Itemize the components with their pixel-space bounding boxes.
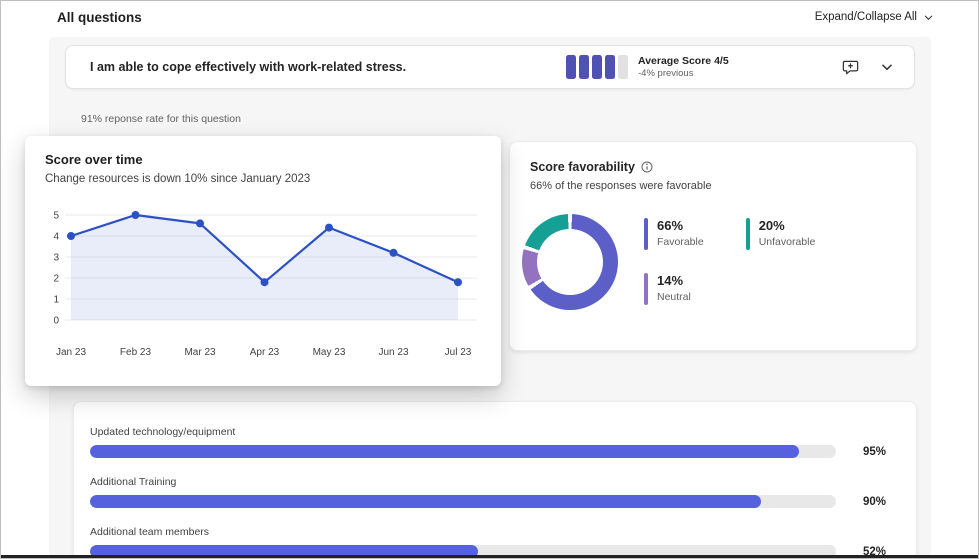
svg-text:4: 4 xyxy=(53,232,59,243)
score-over-time-card: Score over time Change resources is down… xyxy=(25,136,501,386)
legend-swatch xyxy=(644,218,648,250)
score-segment-filled xyxy=(605,55,615,79)
legend-swatch xyxy=(745,218,750,250)
bar-fill xyxy=(90,545,478,558)
svg-text:Jun 23: Jun 23 xyxy=(378,347,408,358)
score-over-time-subtitle: Change resources is down 10% since Janua… xyxy=(45,173,311,185)
bar-percent: 52% xyxy=(862,545,886,558)
bar-item: Additional Training 90% xyxy=(90,476,886,508)
response-rate-text: 91% reponse rate for this question xyxy=(81,113,241,125)
favorability-title: Score favorability xyxy=(530,160,635,174)
question-card[interactable]: I am able to cope effectively with work-… xyxy=(65,45,915,89)
expand-collapse-all-button[interactable]: Expand/Collapse All xyxy=(815,11,934,23)
score-segment-filled xyxy=(579,55,589,79)
window-bottom-edge xyxy=(1,555,978,558)
svg-text:Feb 23: Feb 23 xyxy=(120,347,152,358)
legend-percent: 14% xyxy=(657,273,684,288)
score-over-time-line-chart: 0 1 2 3 4 5 Jan 23 Feb 23 Mar 23 Apr 23 May 23 Jun … xyxy=(53,211,477,358)
legend-swatch xyxy=(644,273,648,305)
svg-text:Mar 23: Mar 23 xyxy=(184,347,216,358)
bar-label: Additional Training xyxy=(90,476,177,488)
favorability-donut-chart xyxy=(522,214,618,310)
top-bar: All questions Expand/Collapse All xyxy=(1,1,978,37)
bar-label: Updated technology/equipment xyxy=(90,426,236,438)
score-segment-filled xyxy=(566,55,576,79)
legend-percent: 20% xyxy=(758,218,785,233)
favorability-subtitle: 66% of the responses were favorable xyxy=(530,180,712,192)
svg-text:3: 3 xyxy=(53,253,59,264)
legend-label: Unfavorable xyxy=(758,235,816,248)
svg-text:0: 0 xyxy=(53,316,59,327)
bar-track xyxy=(90,545,836,558)
svg-text:2: 2 xyxy=(53,274,59,285)
bar-label: Additional team members xyxy=(90,526,210,538)
legend-label: Favorable xyxy=(657,235,704,248)
legend-item: 20% Unfavorable xyxy=(745,218,816,255)
bar-track xyxy=(90,495,836,508)
svg-text:1: 1 xyxy=(53,295,59,306)
legend-percent: 66% xyxy=(657,218,684,233)
score-summary: Average Score 4/5 -4% previous xyxy=(566,55,729,80)
collapse-question-chevron-icon[interactable] xyxy=(880,60,894,74)
bar-item: Updated technology/equipment 95% xyxy=(90,426,886,458)
svg-text:May 23: May 23 xyxy=(313,347,346,358)
bar-percent: 90% xyxy=(862,495,886,508)
info-icon[interactable] xyxy=(641,161,653,173)
score-favorability-card: Score favorability 66% of the responses … xyxy=(509,141,917,351)
question-text: I am able to cope effectively with work-… xyxy=(90,60,407,74)
svg-text:5: 5 xyxy=(53,211,59,222)
reasons-bar-chart-card: Updated technology/equipment 95% Additiona… xyxy=(73,401,917,558)
legend-label: Neutral xyxy=(657,290,691,303)
score-segment-empty xyxy=(618,55,628,79)
svg-text:Jul 23: Jul 23 xyxy=(445,347,472,358)
chevron-down-icon xyxy=(924,15,933,20)
svg-text:Jan 23: Jan 23 xyxy=(56,347,86,358)
bar-percent: 95% xyxy=(862,445,886,458)
questions-panel: I am able to cope effectively with work-… xyxy=(49,37,931,558)
bar-fill xyxy=(90,445,799,458)
expand-collapse-label: Expand/Collapse All xyxy=(814,11,917,23)
bar-fill xyxy=(90,495,762,508)
score-segment-filled xyxy=(592,55,602,79)
reasons-bar-chart: Updated technology/equipment 95% Additiona… xyxy=(90,426,886,558)
favorability-legend: 66% Favorable 14% Neutral 20% Unfavorable xyxy=(644,218,815,310)
bar-track xyxy=(90,445,836,458)
legend-item: 14% Neutral xyxy=(644,273,704,310)
page-title: All questions xyxy=(57,10,142,25)
score-segments xyxy=(566,55,628,79)
bar-item: Additional team members 52% xyxy=(90,526,886,558)
score-over-time-title: Score over time xyxy=(45,152,143,167)
legend-item: 66% Favorable xyxy=(644,218,704,255)
score-delta-label: -4% previous xyxy=(638,67,694,79)
feedback-comment-icon[interactable] xyxy=(841,58,860,77)
svg-text:Apr 23: Apr 23 xyxy=(250,347,280,358)
average-score-label: Average Score 4/5 xyxy=(638,54,729,67)
